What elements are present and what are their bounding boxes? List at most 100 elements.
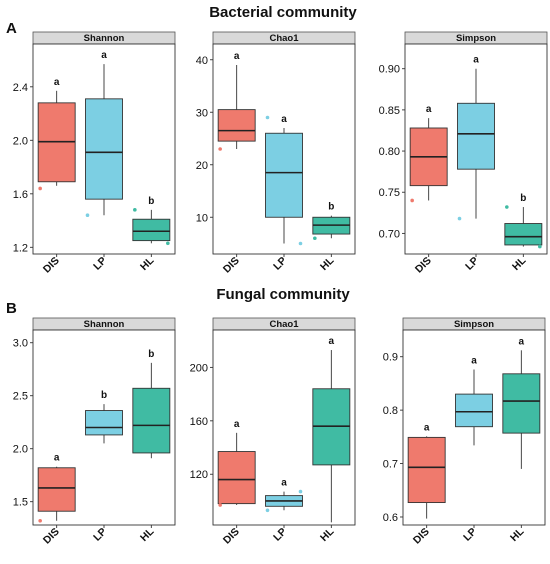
outlier-point <box>218 147 222 151</box>
boxplot-panel-a-shannon: Shannon 1.2 1.6 2.0 2.4 a DIS a LP b HL <box>13 31 176 276</box>
outlier-point <box>133 208 137 212</box>
x-tick-label: LP <box>463 255 481 273</box>
y-tick-label: 2.0 <box>13 135 28 147</box>
x-tick-label: DIS <box>41 526 62 547</box>
y-tick-label: 1.5 <box>13 497 28 509</box>
x-tick-label: LP <box>91 255 109 273</box>
boxplot-panel-a-simpson: Simpson 0.70 0.75 0.80 0.85 0.90 a DIS a LP b HL <box>379 31 548 276</box>
y-tick-label: 120 <box>190 469 208 481</box>
outlier-point <box>298 489 303 494</box>
significance-letter: b <box>101 390 107 401</box>
box-lp <box>457 102 495 170</box>
y-tick-label: 1.6 <box>13 189 28 201</box>
y-tick-label: 0.70 <box>379 228 400 240</box>
x-tick-label: DIS <box>221 526 242 547</box>
significance-letter: a <box>54 453 60 464</box>
y-tick-label: 160 <box>190 416 208 428</box>
y-tick-label: 2.4 <box>13 82 28 94</box>
significance-letter: a <box>281 478 287 489</box>
significance-letter: a <box>426 104 432 115</box>
y-tick-label: 0.90 <box>379 64 400 76</box>
box-dis <box>407 436 446 504</box>
x-tick-label: DIS <box>221 255 242 276</box>
y-tick-label: 0.75 <box>379 187 400 199</box>
section-title-fungal: Fungal community <box>216 286 350 303</box>
strip-title: Shannon <box>84 319 125 330</box>
significance-letter: a <box>234 51 240 62</box>
significance-letter: a <box>471 356 477 367</box>
y-tick-label: 1.2 <box>13 242 28 254</box>
outlier-point <box>166 241 170 246</box>
outlier-point <box>298 241 303 246</box>
y-tick-label: 0.9 <box>383 352 398 364</box>
outlier-point <box>85 213 90 218</box>
strip-title: Chao1 <box>269 33 299 44</box>
panel-letter-b: B <box>6 300 17 317</box>
strip-title: Simpson <box>456 33 496 44</box>
y-tick-label: 40 <box>196 55 208 67</box>
significance-letter: a <box>281 114 287 125</box>
box-lp <box>265 132 303 218</box>
significance-letter: a <box>54 77 60 88</box>
x-tick-label: LP <box>461 526 479 544</box>
y-tick-label: 3.0 <box>13 338 28 350</box>
x-tick-label: LP <box>91 526 109 544</box>
outlier-point <box>38 186 42 191</box>
box-hl <box>502 373 541 434</box>
x-tick-label: HL <box>510 254 529 273</box>
boxplot-panel-a-chao1: Chao1 10 20 30 40 a DIS a LP b HL <box>196 31 356 276</box>
box-hl <box>504 223 543 246</box>
y-tick-label: 0.7 <box>383 459 398 471</box>
x-tick-label: HL <box>318 525 337 544</box>
outlier-point <box>505 205 509 209</box>
y-tick-label: 30 <box>196 107 208 119</box>
significance-letter: b <box>520 193 526 204</box>
y-tick-label: 200 <box>190 362 208 374</box>
y-tick-label: 0.85 <box>379 105 400 117</box>
significance-letter: a <box>329 336 335 347</box>
strip-title: Shannon <box>84 33 125 44</box>
boxplot-panel-b-simpson: Simpson 0.6 0.7 0.8 0.9 a DIS a LP a HL <box>383 317 546 547</box>
box-lp <box>85 410 123 436</box>
y-tick-label: 20 <box>196 160 208 172</box>
y-tick-label: 10 <box>196 212 208 224</box>
y-tick-label: 2.5 <box>13 391 28 403</box>
outlier-point <box>410 198 414 203</box>
significance-letter: b <box>328 202 334 213</box>
significance-letter: a <box>234 419 240 430</box>
outlier-point <box>218 503 222 507</box>
y-tick-label: 0.6 <box>383 512 398 524</box>
outlier-point <box>265 115 270 120</box>
x-tick-label: HL <box>508 525 527 544</box>
outlier-point <box>313 236 317 241</box>
strip-title: Chao1 <box>269 319 299 330</box>
y-tick-label: 2.0 <box>13 444 28 456</box>
x-tick-label: DIS <box>41 255 62 276</box>
x-tick-label: HL <box>138 525 157 544</box>
box-dis <box>217 109 256 142</box>
box-hl <box>132 387 171 454</box>
significance-letter: a <box>473 55 479 66</box>
outlier-point <box>457 216 462 221</box>
box-dis <box>37 467 76 512</box>
box-lp <box>455 393 493 428</box>
box-hl <box>132 218 171 242</box>
significance-letter: b <box>148 196 154 207</box>
strip-title: Simpson <box>454 319 494 330</box>
boxplot-panel-b-chao1: Chao1 120 160 200 a DIS a LP a HL <box>190 317 356 547</box>
boxplot-panel-b-shannon: Shannon 1.5 2.0 2.5 3.0 a DIS b LP b HL <box>13 317 176 547</box>
x-tick-label: HL <box>138 254 157 273</box>
significance-letter: a <box>519 336 525 347</box>
significance-letter: a <box>101 50 107 61</box>
section-title-bacterial: Bacterial community <box>209 4 357 21</box>
box-dis <box>217 451 256 505</box>
significance-letter: a <box>424 422 430 433</box>
y-tick-label: 0.80 <box>379 146 400 158</box>
outlier-point <box>265 508 270 513</box>
outlier-point <box>538 244 542 249</box>
x-tick-label: LP <box>271 255 289 273</box>
boxplot-panels: Shannon 1.2 1.6 2.0 2.4 a DIS a LP b HL Chao1 10 20 30… <box>13 31 548 547</box>
x-tick-label: DIS <box>411 526 432 547</box>
box-lp <box>85 98 123 200</box>
